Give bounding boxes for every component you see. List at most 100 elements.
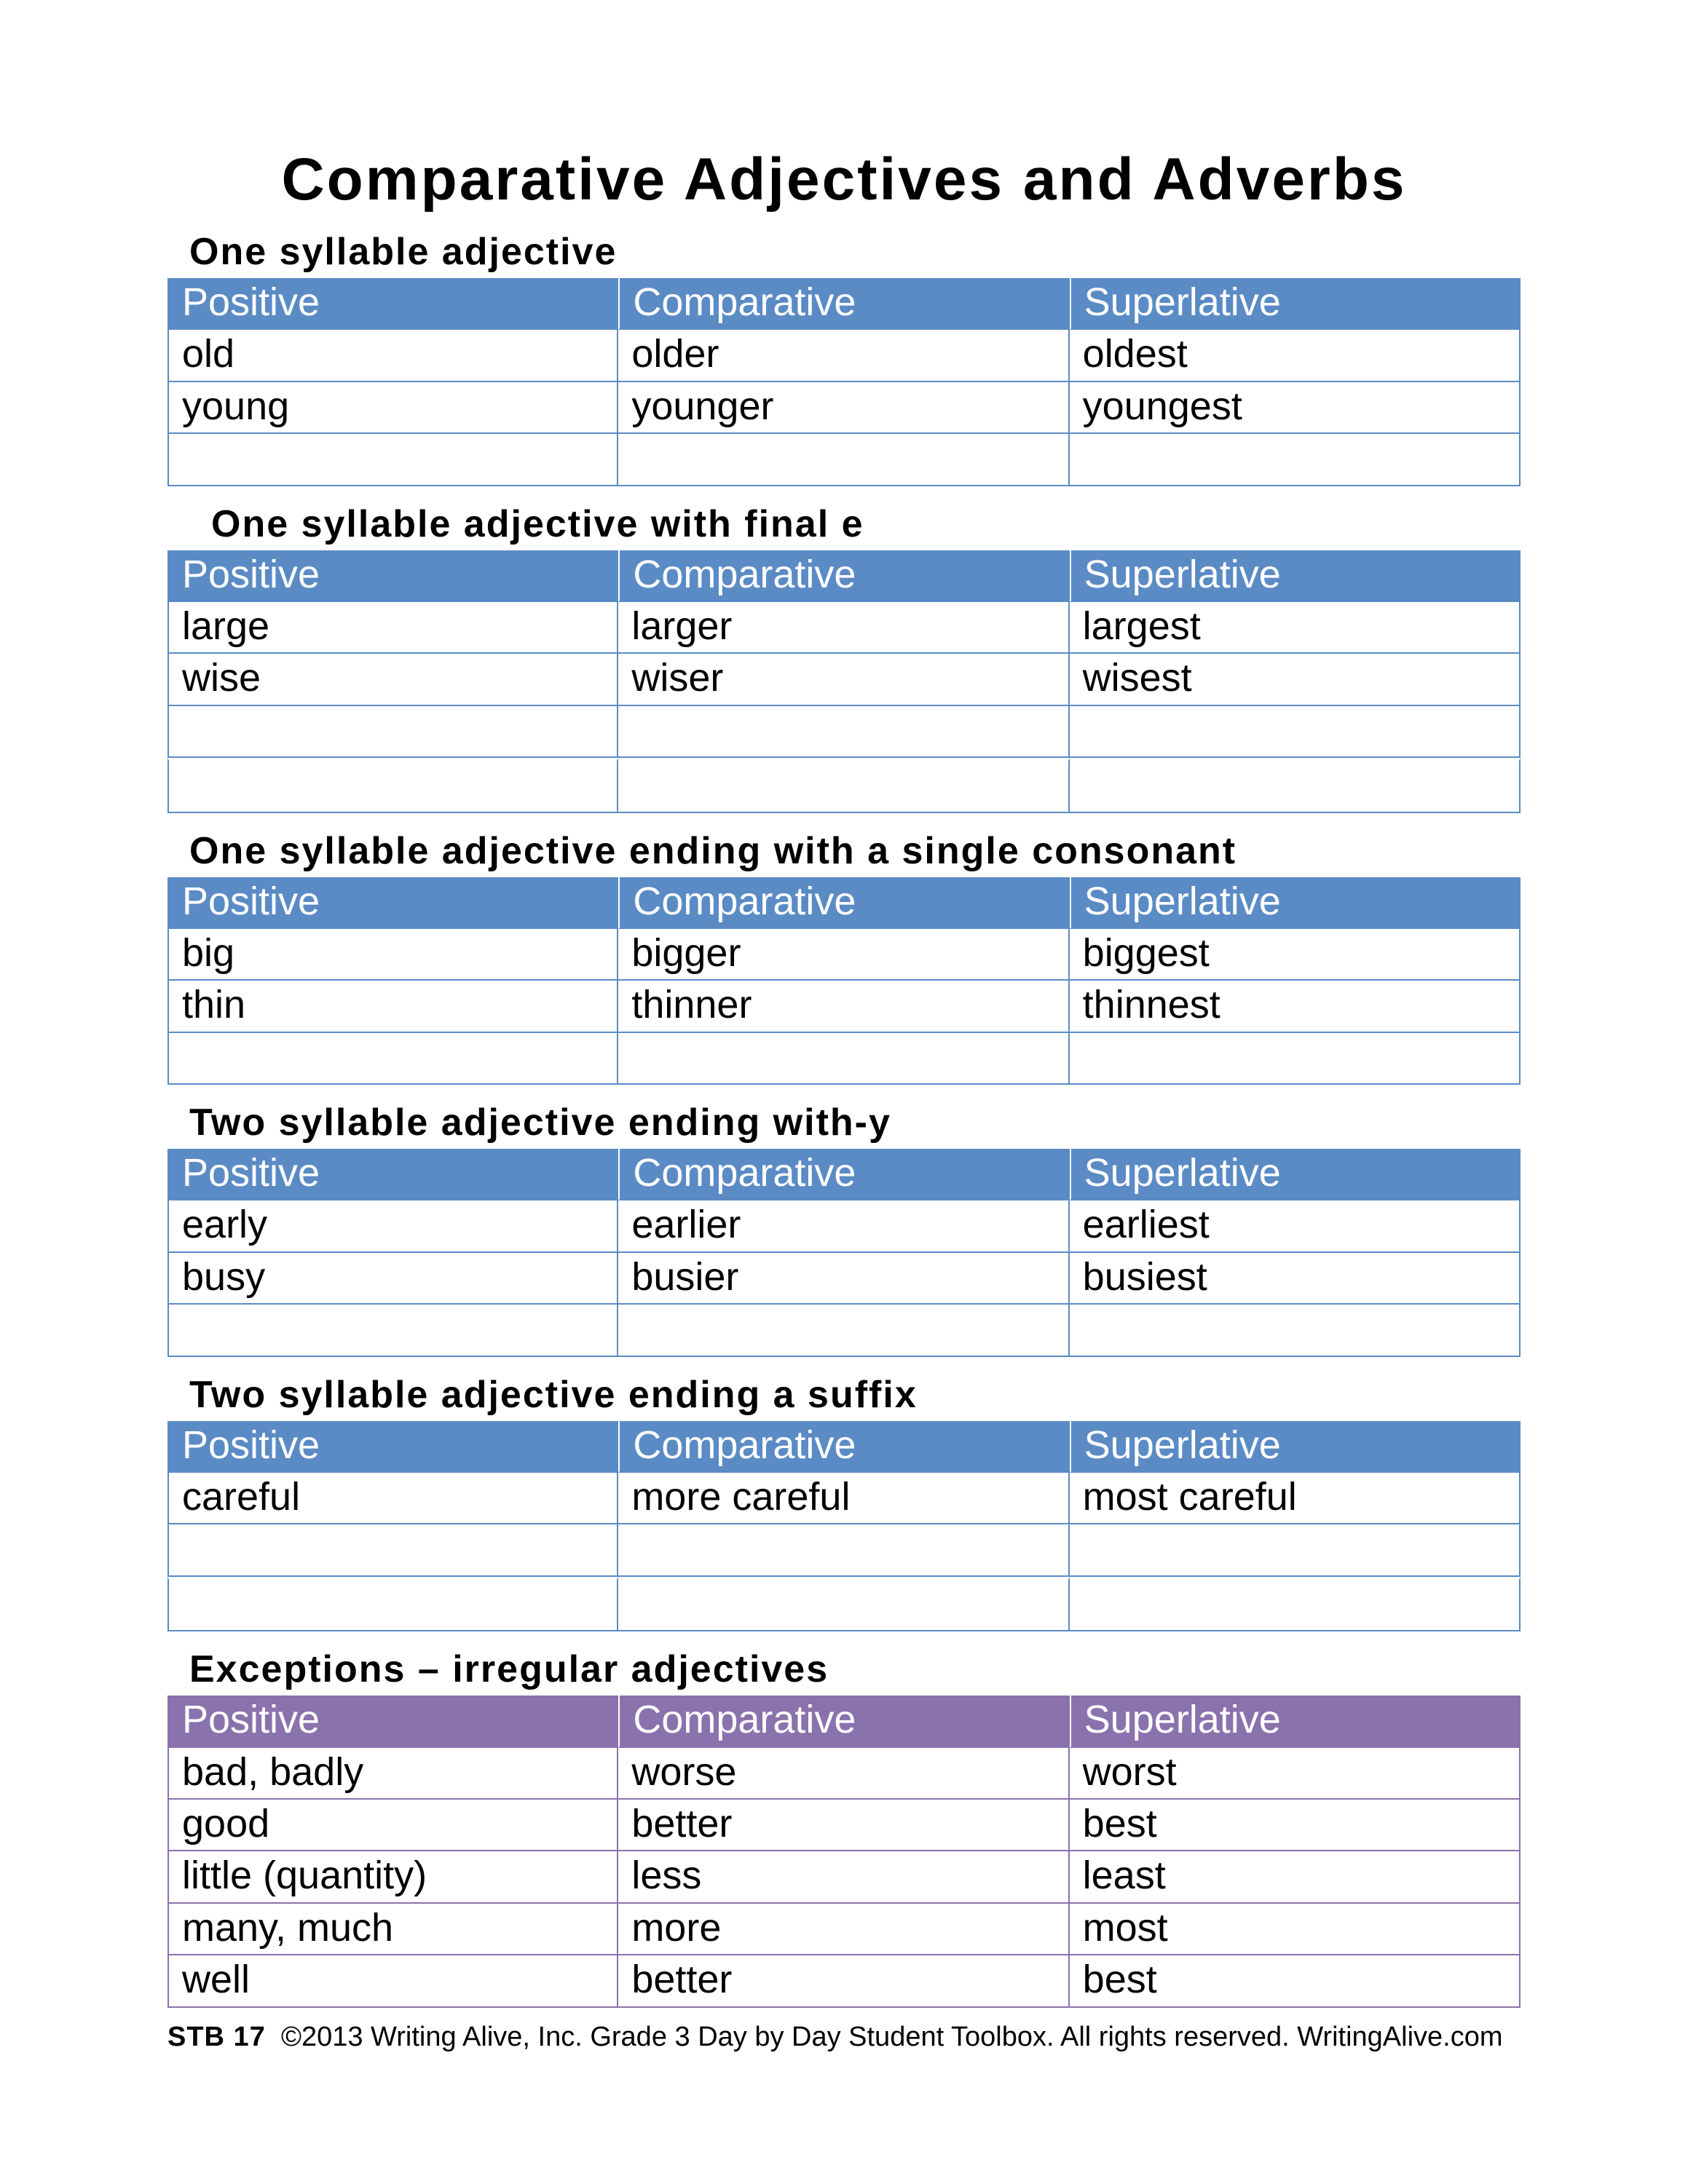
table-cell: thinnest	[1070, 981, 1521, 1032]
footer-copyright: ©2013 Writing Alive, Inc. Grade 3 Day by…	[281, 2022, 1503, 2052]
table-cell: earliest	[1070, 1200, 1521, 1252]
table-cell: biggest	[1070, 929, 1521, 981]
table-cell: more	[618, 1904, 1069, 1955]
table-cell	[167, 706, 618, 758]
column-header: Superlative	[1070, 550, 1521, 602]
table-cell: best	[1070, 1955, 1521, 2007]
table-row: many, muchmoremost	[167, 1904, 1521, 1955]
table-cell: little (quantity)	[167, 1851, 618, 1903]
table-row: largelargerlargest	[167, 602, 1521, 654]
section-block: One syllable adjectivePositiveComparativ…	[167, 230, 1521, 486]
table-cell: thin	[167, 981, 618, 1032]
table-cell	[1070, 434, 1521, 486]
column-header: Positive	[167, 1696, 618, 1747]
table-row: oldolderoldest	[167, 330, 1521, 381]
table-cell: wiser	[618, 654, 1069, 705]
section-heading: One syllable adjective with final e	[211, 502, 1521, 546]
table-cell: larger	[618, 602, 1069, 654]
table-cell	[618, 1524, 1069, 1576]
table-row: carefulmore carefulmost careful	[167, 1473, 1521, 1524]
column-header: Comparative	[618, 550, 1069, 602]
table-row: little (quantity)lessleast	[167, 1851, 1521, 1903]
table-cell	[1070, 1033, 1521, 1085]
table-row: youngyoungeryoungest	[167, 382, 1521, 434]
column-header: Comparative	[618, 278, 1069, 330]
column-header: Positive	[167, 1149, 618, 1200]
grammar-table: PositiveComparativeSuperlativelargelarge…	[167, 550, 1521, 813]
worksheet-page: Comparative Adjectives and Adverbs One s…	[0, 0, 1688, 2184]
footer: STB 17 ©2013 Writing Alive, Inc. Grade 3…	[167, 2022, 1521, 2053]
table-cell: worse	[618, 1748, 1069, 1800]
table-row: bad, badlyworseworst	[167, 1748, 1521, 1800]
table-cell: less	[618, 1851, 1069, 1903]
table-cell	[1070, 1577, 1521, 1631]
table-cell	[618, 434, 1069, 486]
table-cell	[167, 1577, 618, 1631]
table-cell: better	[618, 1800, 1069, 1851]
column-header: Superlative	[1070, 1696, 1521, 1747]
section-block: Two syllable adjective ending with-y Posi…	[167, 1101, 1521, 1357]
table-cell: more careful	[618, 1473, 1069, 1524]
table-cell: best	[1070, 1800, 1521, 1851]
table-cell	[618, 1305, 1069, 1356]
table-cell: well	[167, 1955, 618, 2007]
table-cell: better	[618, 1955, 1069, 2007]
table-cell: bigger	[618, 929, 1069, 981]
section-block: One syllable adjective ending with a sin…	[167, 829, 1521, 1085]
table-row	[167, 1524, 1521, 1576]
table-row	[167, 1305, 1521, 1356]
table-cell	[167, 758, 618, 812]
column-header: Comparative	[618, 877, 1069, 929]
table-cell: careful	[167, 1473, 618, 1524]
table-cell: wisest	[1070, 654, 1521, 705]
column-header: Superlative	[1070, 1421, 1521, 1473]
table-cell: big	[167, 929, 618, 981]
table-row	[167, 706, 1521, 758]
table-cell: younger	[618, 382, 1069, 434]
column-header: Comparative	[618, 1421, 1069, 1473]
table-cell: busy	[167, 1253, 618, 1305]
grammar-table: PositiveComparativeSuperlativecarefulmor…	[167, 1421, 1521, 1632]
column-header: Superlative	[1070, 1149, 1521, 1200]
table-row	[167, 1577, 1521, 1631]
table-cell: largest	[1070, 602, 1521, 654]
section-heading: Two syllable adjective ending with-y	[189, 1101, 1521, 1144]
table-cell: least	[1070, 1851, 1521, 1903]
column-header: Superlative	[1070, 278, 1521, 330]
section-heading: One syllable adjective ending with a sin…	[189, 829, 1521, 873]
section-heading: One syllable adjective	[189, 230, 1521, 274]
table-row: busybusierbusiest	[167, 1253, 1521, 1305]
table-cell: young	[167, 382, 618, 434]
table-row: wellbetterbest	[167, 1955, 1521, 2007]
table-cell	[1070, 706, 1521, 758]
column-header: Comparative	[618, 1149, 1069, 1200]
table-cell: early	[167, 1200, 618, 1252]
table-cell	[1070, 1305, 1521, 1356]
table-cell	[167, 434, 618, 486]
table-row: bigbiggerbiggest	[167, 929, 1521, 981]
table-cell: bad, badly	[167, 1748, 618, 1800]
section-block: Two syllable adjective ending a suffixPo…	[167, 1373, 1521, 1632]
table-row	[167, 1033, 1521, 1085]
table-cell	[167, 1524, 618, 1576]
section-heading: Exceptions – irregular adjectives	[189, 1647, 1521, 1691]
table-cell: thinner	[618, 981, 1069, 1032]
section-block: Exceptions – irregular adjectives Positiv…	[167, 1647, 1521, 2007]
table-cell: large	[167, 602, 618, 654]
column-header: Comparative	[618, 1696, 1069, 1747]
table-cell	[618, 1577, 1069, 1631]
table-row	[167, 758, 1521, 812]
table-cell	[618, 1033, 1069, 1085]
table-cell: most	[1070, 1904, 1521, 1955]
table-cell: good	[167, 1800, 618, 1851]
table-row: thinthinnerthinnest	[167, 981, 1521, 1032]
table-cell	[618, 758, 1069, 812]
table-cell	[1070, 758, 1521, 812]
section-block: One syllable adjective with final ePosit…	[167, 502, 1521, 813]
table-cell: busier	[618, 1253, 1069, 1305]
table-cell	[167, 1033, 618, 1085]
table-cell: busiest	[1070, 1253, 1521, 1305]
grammar-table: PositiveComparativeSuperlative early earli…	[167, 1149, 1521, 1357]
column-header: Positive	[167, 1421, 618, 1473]
section-heading: Two syllable adjective ending a suffix	[189, 1373, 1521, 1417]
